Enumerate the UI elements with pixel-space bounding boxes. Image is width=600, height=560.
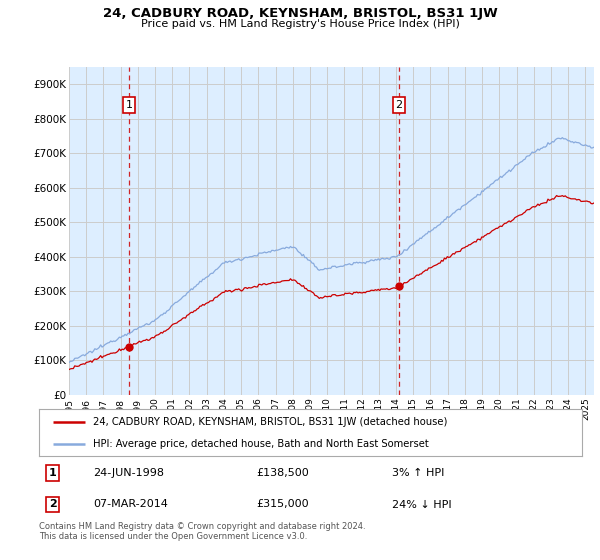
Text: £138,500: £138,500 [256, 468, 309, 478]
Text: 2: 2 [49, 500, 56, 510]
Text: 24-JUN-1998: 24-JUN-1998 [94, 468, 164, 478]
Text: 24, CADBURY ROAD, KEYNSHAM, BRISTOL, BS31 1JW: 24, CADBURY ROAD, KEYNSHAM, BRISTOL, BS3… [103, 7, 497, 20]
Text: 24, CADBURY ROAD, KEYNSHAM, BRISTOL, BS31 1JW (detached house): 24, CADBURY ROAD, KEYNSHAM, BRISTOL, BS3… [94, 417, 448, 427]
Text: 1: 1 [125, 100, 133, 110]
Text: 1: 1 [49, 468, 56, 478]
Text: 07-MAR-2014: 07-MAR-2014 [94, 500, 168, 510]
Text: 3% ↑ HPI: 3% ↑ HPI [392, 468, 445, 478]
Text: Price paid vs. HM Land Registry's House Price Index (HPI): Price paid vs. HM Land Registry's House … [140, 19, 460, 29]
Text: £315,000: £315,000 [256, 500, 309, 510]
Text: 2: 2 [395, 100, 403, 110]
Text: 24% ↓ HPI: 24% ↓ HPI [392, 500, 452, 510]
Text: HPI: Average price, detached house, Bath and North East Somerset: HPI: Average price, detached house, Bath… [94, 438, 429, 449]
Text: Contains HM Land Registry data © Crown copyright and database right 2024.
This d: Contains HM Land Registry data © Crown c… [39, 522, 365, 542]
